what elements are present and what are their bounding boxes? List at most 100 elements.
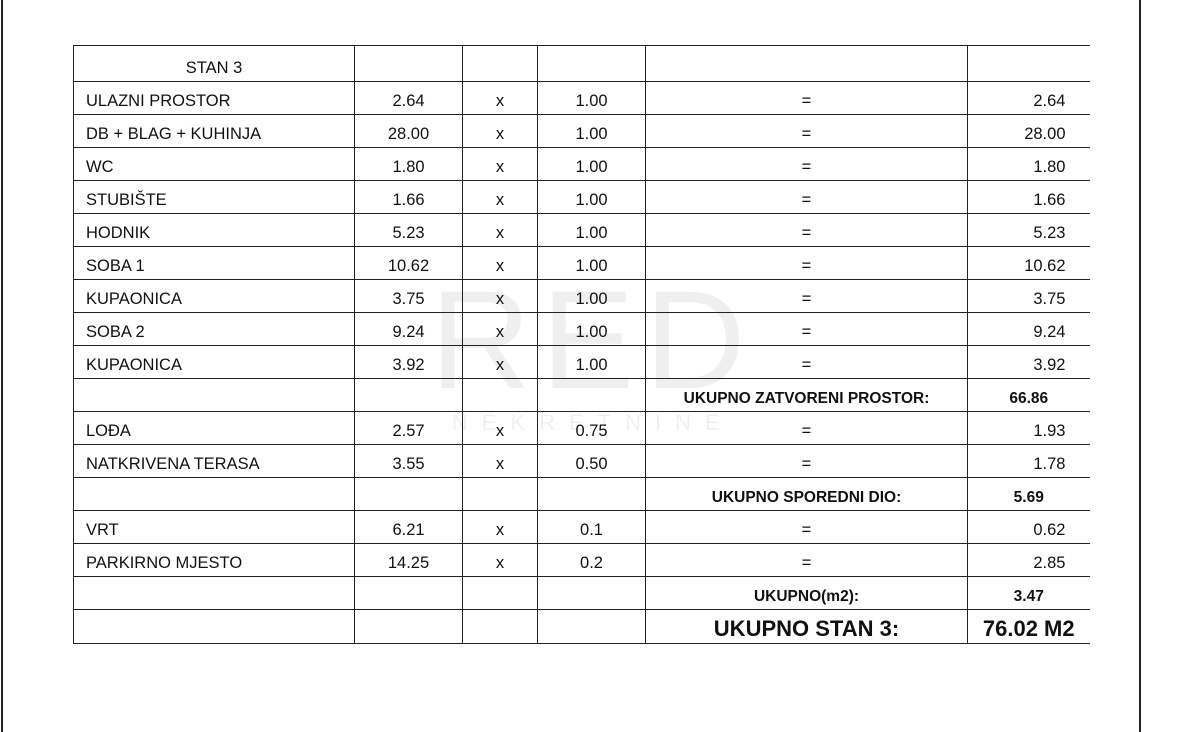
room-area: 14.25: [354, 543, 463, 577]
multiply-sign: x: [462, 279, 538, 313]
room-area: 28.00: [354, 114, 463, 148]
table-row: KUPAONICA 3.92 x 1.00 = 3.92: [73, 345, 1090, 379]
subtotal-secondary: UKUPNO SPOREDNI DIO: 5.69: [73, 477, 1090, 511]
room-name: SOBA 2: [73, 312, 355, 346]
subtotal-other-value: 3.47: [967, 576, 1090, 610]
equals-sign: =: [645, 114, 968, 148]
room-result: 0.62: [967, 510, 1090, 544]
room-area: 10.62: [354, 246, 463, 280]
table-row: WC 1.80 x 1.00 = 1.80: [73, 147, 1090, 181]
table-row: HODNIK 5.23 x 1.00 = 5.23: [73, 213, 1090, 247]
multiply-sign: x: [462, 444, 538, 478]
equals-sign: =: [645, 312, 968, 346]
room-result: 9.24: [967, 312, 1090, 346]
grand-total: UKUPNO STAN 3: 76.02 M2: [73, 609, 1090, 644]
multiply-sign: x: [462, 213, 538, 247]
room-result: 5.23: [967, 213, 1090, 247]
equals-sign: =: [645, 444, 968, 478]
equals-sign: =: [645, 81, 968, 115]
room-name: WC: [73, 147, 355, 181]
coefficient: 1.00: [537, 147, 646, 181]
equals-sign: =: [645, 180, 968, 214]
room-name: KUPAONICA: [73, 345, 355, 379]
equals-sign: =: [645, 411, 968, 445]
multiply-sign: x: [462, 147, 538, 181]
equals-sign: =: [645, 147, 968, 181]
room-result: 2.64: [967, 81, 1090, 115]
table-row: NATKRIVENA TERASA 3.55 x 0.50 = 1.78: [73, 444, 1090, 478]
room-area: 6.21: [354, 510, 463, 544]
coefficient: 1.00: [537, 345, 646, 379]
coefficient: 0.1: [537, 510, 646, 544]
room-area: 3.55: [354, 444, 463, 478]
table-row: ULAZNI PROSTOR 2.64 x 1.00 = 2.64: [73, 81, 1090, 115]
coefficient: 1.00: [537, 180, 646, 214]
equals-sign: =: [645, 543, 968, 577]
grand-total-label: UKUPNO STAN 3:: [645, 609, 968, 644]
coefficient: 0.2: [537, 543, 646, 577]
coefficient: 1.00: [537, 114, 646, 148]
room-result: 28.00: [967, 114, 1090, 148]
room-name: HODNIK: [73, 213, 355, 247]
room-area: 3.75: [354, 279, 463, 313]
equals-sign: =: [645, 510, 968, 544]
room-result: 3.92: [967, 345, 1090, 379]
area-table: STAN 3 ULAZNI PROSTOR 2.64 x 1.00 = 2.64 DB + …: [73, 45, 1090, 644]
table-row: KUPAONICA 3.75 x 1.00 = 3.75: [73, 279, 1090, 313]
subtotal-secondary-value: 5.69: [967, 477, 1090, 511]
room-name: DB + BLAG + KUHINJA: [73, 114, 355, 148]
multiply-sign: x: [462, 510, 538, 544]
coefficient: 1.00: [537, 81, 646, 115]
room-name: SOBA 1: [73, 246, 355, 280]
subtotal-closed-space-label: UKUPNO ZATVORENI PROSTOR:: [645, 378, 968, 412]
coefficient: 1.00: [537, 312, 646, 346]
equals-sign: =: [645, 213, 968, 247]
coefficient: 0.50: [537, 444, 646, 478]
multiply-sign: x: [462, 114, 538, 148]
subtotal-other-label: UKUPNO(m2):: [645, 576, 968, 610]
page-border-right: [1139, 0, 1141, 732]
table-row: VRT 6.21 x 0.1 = 0.62: [73, 510, 1090, 544]
multiply-sign: x: [462, 246, 538, 280]
room-area: 3.92: [354, 345, 463, 379]
page-border-left: [1, 0, 3, 732]
table-row: PARKIRNO MJESTO 14.25 x 0.2 = 2.85: [73, 543, 1090, 577]
multiply-sign: x: [462, 312, 538, 346]
room-area: 2.64: [354, 81, 463, 115]
room-area: 1.66: [354, 180, 463, 214]
subtotal-other: UKUPNO(m2): 3.47: [73, 576, 1090, 610]
multiply-sign: x: [462, 81, 538, 115]
room-name: NATKRIVENA TERASA: [73, 444, 355, 478]
equals-sign: =: [645, 345, 968, 379]
multiply-sign: x: [462, 411, 538, 445]
table-row: DB + BLAG + KUHINJA 28.00 x 1.00 = 28.00: [73, 114, 1090, 148]
table-row: SOBA 1 10.62 x 1.00 = 10.62: [73, 246, 1090, 280]
room-name: PARKIRNO MJESTO: [73, 543, 355, 577]
room-area: 5.23: [354, 213, 463, 247]
room-result: 1.78: [967, 444, 1090, 478]
multiply-sign: x: [462, 543, 538, 577]
table-title: STAN 3: [73, 45, 355, 82]
room-result: 3.75: [967, 279, 1090, 313]
subtotal-secondary-label: UKUPNO SPOREDNI DIO:: [645, 477, 968, 511]
table-row: SOBA 2 9.24 x 1.00 = 9.24: [73, 312, 1090, 346]
table-header-row: STAN 3: [73, 45, 1090, 82]
room-name: KUPAONICA: [73, 279, 355, 313]
room-name: VRT: [73, 510, 355, 544]
room-name: STUBIŠTE: [73, 180, 355, 214]
multiply-sign: x: [462, 345, 538, 379]
subtotal-closed-space-value: 66.86: [967, 378, 1090, 412]
coefficient: 1.00: [537, 213, 646, 247]
equals-sign: =: [645, 246, 968, 280]
table-row: LOĐA 2.57 x 0.75 = 1.93: [73, 411, 1090, 445]
table-row: STUBIŠTE 1.66 x 1.00 = 1.66: [73, 180, 1090, 214]
grand-total-value: 76.02 M2: [967, 609, 1090, 644]
multiply-sign: x: [462, 180, 538, 214]
room-result: 1.93: [967, 411, 1090, 445]
coefficient: 1.00: [537, 279, 646, 313]
room-area: 2.57: [354, 411, 463, 445]
room-name: ULAZNI PROSTOR: [73, 81, 355, 115]
coefficient: 1.00: [537, 246, 646, 280]
room-area: 1.80: [354, 147, 463, 181]
room-result: 2.85: [967, 543, 1090, 577]
